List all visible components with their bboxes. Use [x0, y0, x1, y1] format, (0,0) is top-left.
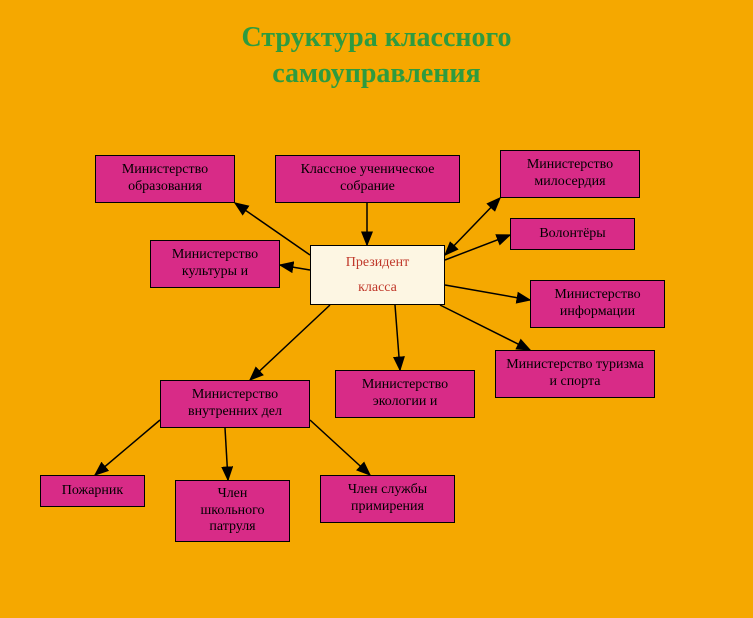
node-peace: Член службы примирения — [320, 475, 455, 523]
edge-center-culture — [280, 265, 310, 270]
edge-center-interior — [250, 305, 330, 380]
node-patrol: Член школьного патруля — [175, 480, 290, 542]
node-ecology: Министерство экологии и — [335, 370, 475, 418]
edge-center-tourism — [440, 305, 530, 350]
node-edu: Министерство образования — [95, 155, 235, 203]
edge-center-mercy — [445, 198, 500, 255]
node-culture: Министерство культуры и — [150, 240, 280, 288]
edge-interior-patrol — [225, 428, 228, 480]
center-node-president: Президенткласса — [310, 245, 445, 305]
diagram-title: Структура классного самоуправления — [0, 0, 753, 93]
edge-center-info — [445, 285, 530, 300]
node-info: Министерство информации — [530, 280, 665, 328]
node-tourism: Министерство туризма и спорта — [495, 350, 655, 398]
node-fire: Пожарник — [40, 475, 145, 507]
title-line2: самоуправления — [272, 58, 480, 89]
node-mercy: Министерство милосердия — [500, 150, 640, 198]
node-assembly: Классное ученическое собрание — [275, 155, 460, 203]
edge-center-ecology — [395, 305, 400, 370]
edge-center-volunteers — [445, 235, 510, 260]
node-volunteers: Волонтёры — [510, 218, 635, 250]
edge-interior-peace — [310, 420, 370, 475]
node-interior: Министерство внутренних дел — [160, 380, 310, 428]
title-line1: Структура классного — [241, 22, 511, 53]
edge-interior-fire — [95, 420, 160, 475]
